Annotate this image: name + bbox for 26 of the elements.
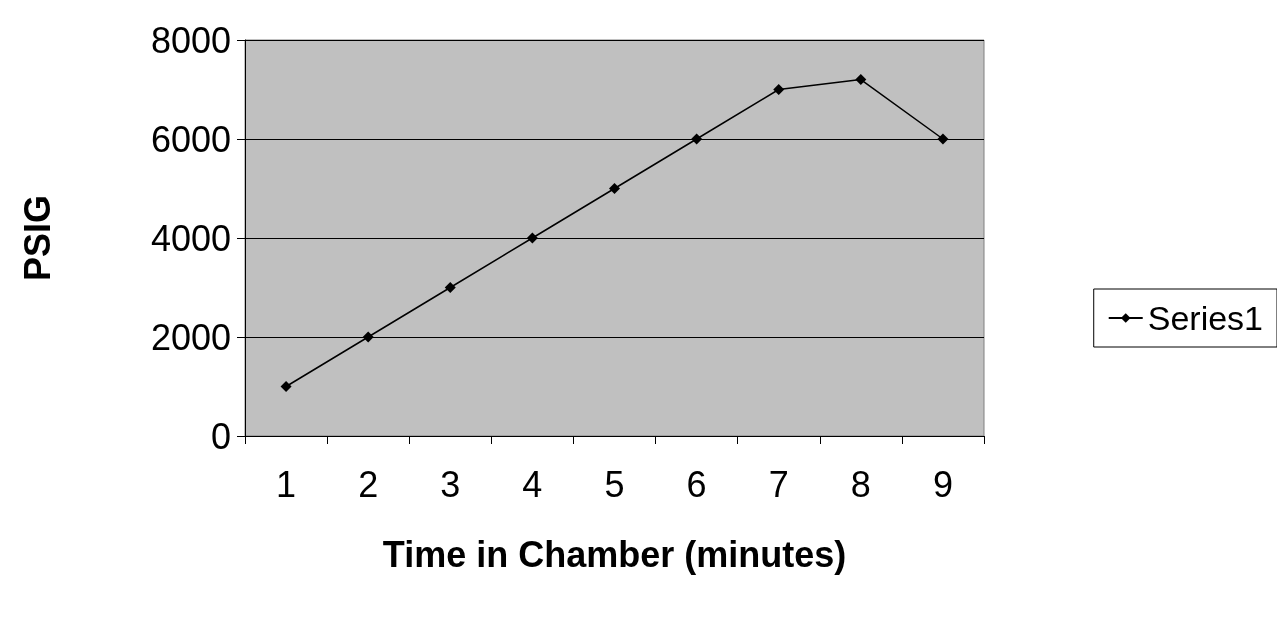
point xyxy=(444,282,456,293)
x-tick-label: 6 xyxy=(686,463,707,505)
x-axis-title: Time in Chamber (minutes) xyxy=(382,533,847,575)
x-tick-label: 7 xyxy=(768,463,789,505)
x-tick-label: 3 xyxy=(440,463,461,505)
y-tick-label: 0 xyxy=(210,415,231,457)
y-tick-label: 2000 xyxy=(150,316,231,358)
point xyxy=(609,183,620,194)
legend-label: Series1 xyxy=(1147,299,1263,337)
y-axis-title: PSIG xyxy=(16,194,58,282)
y-tick-label: 8000 xyxy=(150,19,231,61)
point xyxy=(691,133,703,145)
x-tick-label: 4 xyxy=(522,463,543,505)
x-tick-label: 2 xyxy=(358,463,379,505)
point xyxy=(937,133,949,145)
x-tick-label: 1 xyxy=(276,463,297,505)
point xyxy=(362,331,374,343)
point xyxy=(280,381,292,392)
y-tick-label: 6000 xyxy=(150,118,231,160)
point xyxy=(773,84,785,95)
x-tick-label: 5 xyxy=(604,463,625,505)
point xyxy=(855,74,867,86)
point xyxy=(526,232,538,244)
y-tick-label: 4000 xyxy=(150,217,231,259)
x-tick-label: 8 xyxy=(850,463,871,505)
x-tick-label: 9 xyxy=(932,463,953,505)
